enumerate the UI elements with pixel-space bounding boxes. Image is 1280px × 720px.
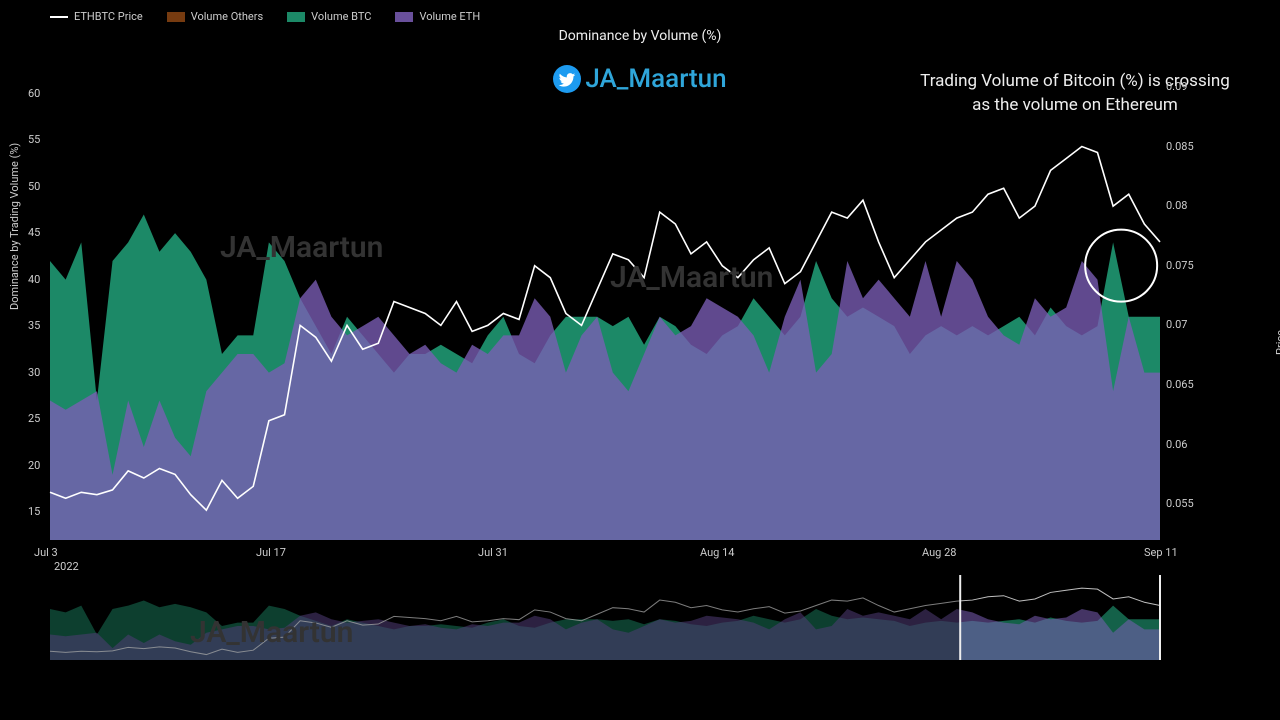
- x-tick: Aug 14: [700, 546, 734, 559]
- mini-brush-mask: [50, 575, 960, 660]
- x-year-label: 2022: [54, 560, 79, 573]
- y-tick-left: 45: [28, 226, 40, 239]
- y-tick-left: 15: [28, 505, 40, 518]
- area-volume-eth: [50, 261, 1160, 540]
- x-tick: Jul 17: [256, 546, 286, 559]
- y-tick-left: 55: [28, 133, 40, 146]
- y-tick-right: 0.07: [1166, 318, 1187, 331]
- y-tick-left: 35: [28, 319, 40, 332]
- x-tick: Aug 28: [922, 546, 956, 559]
- y-tick-right: 0.09: [1166, 80, 1187, 93]
- y-tick-right: 0.075: [1166, 259, 1194, 272]
- y-tick-left: 20: [28, 459, 40, 472]
- chart-root: ETHBTC PriceVolume OthersVolume BTCVolum…: [0, 0, 1280, 720]
- y-tick-right: 0.06: [1166, 438, 1187, 451]
- y-tick-left: 40: [28, 273, 40, 286]
- chart-svg: [0, 0, 1280, 720]
- y-tick-right: 0.085: [1166, 140, 1194, 153]
- y-tick-right: 0.08: [1166, 199, 1187, 212]
- x-tick: Jul 3: [34, 546, 58, 559]
- x-tick: Jul 31: [478, 546, 508, 559]
- y-tick-left: 50: [28, 180, 40, 193]
- y-tick-left: 25: [28, 412, 40, 425]
- y-tick-left: 30: [28, 366, 40, 379]
- y-tick-right: 0.055: [1166, 497, 1194, 510]
- x-tick: Sep 11: [1144, 546, 1178, 559]
- y-tick-right: 0.065: [1166, 378, 1194, 391]
- y-tick-left: 60: [28, 87, 40, 100]
